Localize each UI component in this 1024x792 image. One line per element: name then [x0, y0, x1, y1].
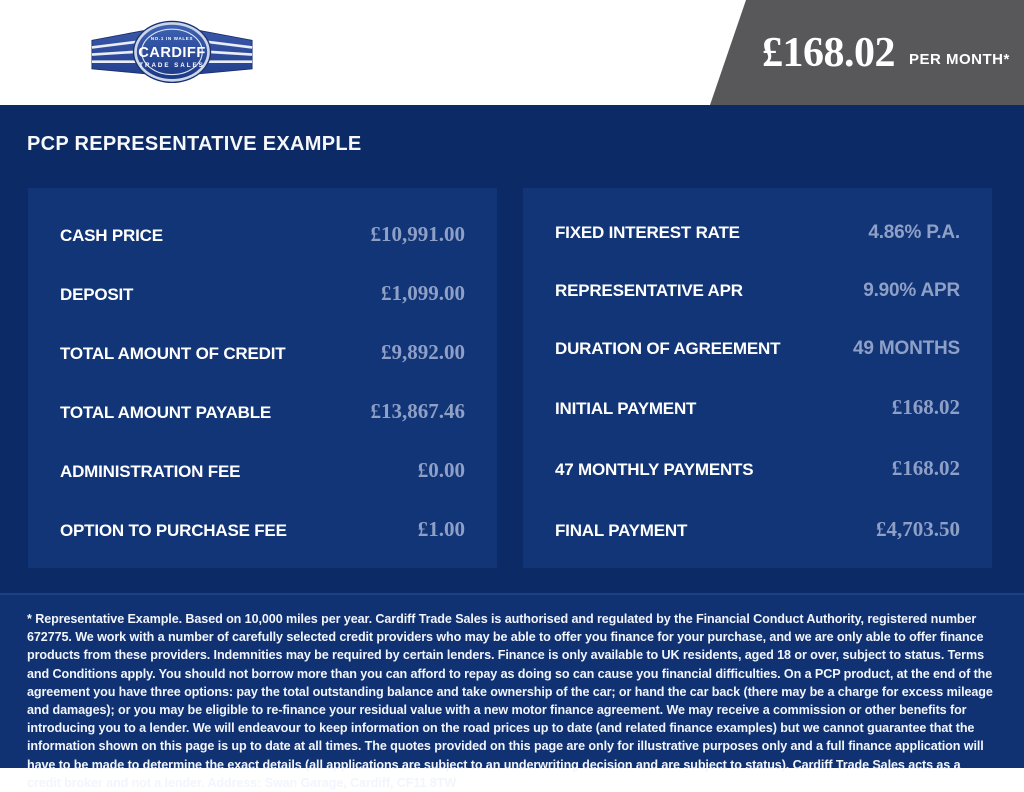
row-label: ADMINISTRATION FEE: [60, 462, 241, 481]
row-label: TOTAL AMOUNT OF CREDIT: [60, 344, 286, 363]
row-label: REPRESENTATIVE APR: [555, 280, 743, 300]
row-value: £10,991.00: [370, 222, 466, 246]
finance-row-total-payable: TOTAL AMOUNT PAYABLE £13,867.46: [60, 399, 465, 424]
row-value: £4,703.50: [876, 516, 960, 541]
finance-row-total-credit: TOTAL AMOUNT OF CREDIT £9,892.00: [60, 340, 465, 365]
logo-tagline-text: NO.1 IN WALES: [151, 36, 193, 41]
row-label: OPTION TO PURCHASE FEE: [60, 521, 287, 540]
finance-row-deposit: DEPOSIT £1,099.00: [60, 281, 465, 306]
row-value: 49 MONTHS: [853, 337, 960, 359]
header-band: NO.1 IN WALES CARDIFF TRADE SALES £168.0…: [0, 0, 1024, 105]
row-value: £168.02: [891, 456, 960, 481]
finance-row-option-to-purchase-fee: OPTION TO PURCHASE FEE £1.00: [60, 517, 465, 542]
row-value: £9,892.00: [381, 340, 465, 364]
row-value: £13,867.46: [370, 399, 466, 423]
monthly-price-flash: £168.02 PER MONTH*: [710, 0, 1024, 105]
row-label: CASH PRICE: [60, 226, 163, 245]
disclaimer-text: * Representative Example. Based on 10,00…: [27, 612, 993, 790]
finance-row-fixed-interest-rate: FIXED INTEREST RATE 4.86% P.A.: [555, 222, 960, 244]
row-label: INITIAL PAYMENT: [555, 399, 697, 419]
logo-subtitle-text: TRADE SALES: [139, 62, 204, 69]
row-value: £1,099.00: [381, 281, 465, 305]
row-label: TOTAL AMOUNT PAYABLE: [60, 403, 272, 422]
finance-row-final-payment: FINAL PAYMENT £4,703.50: [555, 517, 960, 542]
row-label: FIXED INTEREST RATE: [555, 223, 740, 242]
logo-name-text: CARDIFF: [138, 45, 206, 61]
monthly-price-suffix: PER MONTH*: [909, 51, 1010, 68]
finance-row-monthly-payments: 47 MONTHLY PAYMENTS £168.02: [555, 456, 960, 481]
cardiff-trade-sales-logo: NO.1 IN WALES CARDIFF TRADE SALES: [83, 10, 261, 92]
finance-panel-right: FIXED INTEREST RATE 4.86% P.A. REPRESENT…: [523, 188, 992, 568]
row-value: £168.02: [891, 395, 960, 420]
row-label: FINAL PAYMENT: [555, 520, 688, 540]
finance-row-admin-fee: ADMINISTRATION FEE £0.00: [60, 458, 465, 483]
row-label: DEPOSIT: [60, 285, 134, 304]
finance-panel-left: CASH PRICE £10,991.00 DEPOSIT £1,099.00 …: [28, 188, 497, 568]
row-value: 9.90% APR: [863, 279, 960, 301]
row-value: £0.00: [417, 458, 465, 482]
finance-row-representative-apr: REPRESENTATIVE APR 9.90% APR: [555, 280, 960, 302]
page-title: PCP REPRESENTATIVE EXAMPLE: [27, 133, 362, 155]
row-value: £1.00: [417, 517, 465, 541]
row-label: DURATION OF AGREEMENT: [555, 338, 781, 358]
winged-badge-icon: NO.1 IN WALES CARDIFF TRADE SALES: [91, 20, 253, 84]
row-label: 47 MONTHLY PAYMENTS: [555, 460, 754, 480]
finance-row-duration: DURATION OF AGREEMENT 49 MONTHS: [555, 338, 960, 360]
monthly-price-amount: £168.02: [762, 29, 896, 76]
finance-row-initial-payment: INITIAL PAYMENT £168.02: [555, 395, 960, 420]
row-value: 4.86% P.A.: [868, 222, 960, 243]
finance-row-cash-price: CASH PRICE £10,991.00: [60, 222, 465, 247]
disclaimer-footer: * Representative Example. Based on 10,00…: [0, 593, 1024, 790]
